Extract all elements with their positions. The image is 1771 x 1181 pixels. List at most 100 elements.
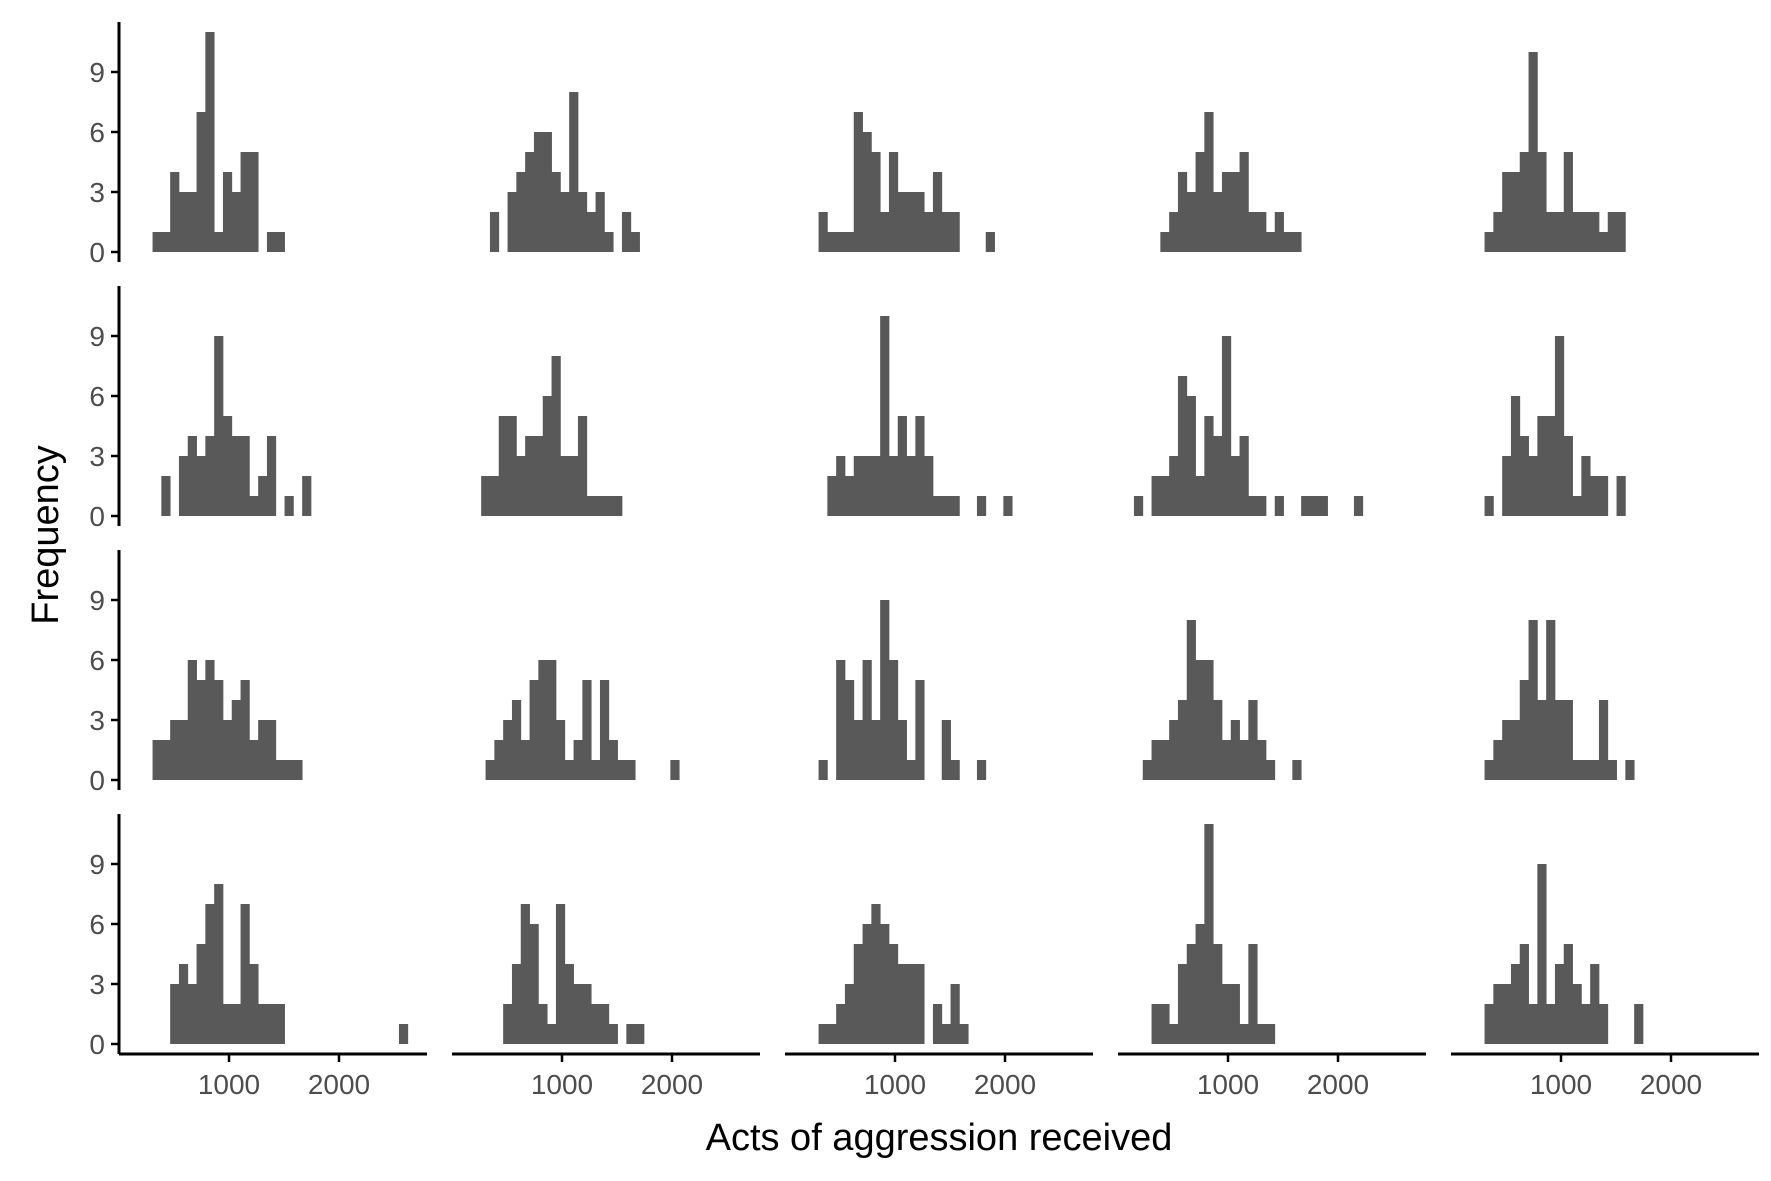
histogram-bar xyxy=(1177,700,1188,780)
histogram-bar xyxy=(302,476,312,516)
histogram-bar xyxy=(516,456,526,516)
histogram-bar xyxy=(258,720,268,780)
histogram-bar xyxy=(1581,212,1591,252)
histogram-panel xyxy=(818,112,995,252)
histogram-panel xyxy=(1484,336,1626,516)
histogram-bar xyxy=(915,680,925,780)
histogram-bar xyxy=(1634,1004,1644,1044)
histogram-bar xyxy=(569,456,579,516)
histogram-bar xyxy=(1616,476,1626,516)
histogram-bar xyxy=(178,720,189,780)
histogram-bar xyxy=(560,192,570,252)
histogram-bar xyxy=(1204,112,1214,252)
histogram-bar xyxy=(1265,1024,1276,1044)
histogram-bar xyxy=(551,172,561,252)
x-tick-label: 1000 xyxy=(198,1069,260,1100)
histogram-bar xyxy=(836,660,846,780)
histogram-bar xyxy=(1213,192,1223,252)
histogram-bar xyxy=(560,456,570,516)
histogram-bar xyxy=(1554,336,1565,516)
histogram-bar xyxy=(1572,760,1582,780)
histogram-bar xyxy=(1133,496,1144,516)
histogram-bar xyxy=(1554,700,1565,780)
histogram-bar xyxy=(1519,680,1529,780)
histogram-bar xyxy=(258,1004,268,1044)
histogram-bar xyxy=(1142,760,1152,780)
histogram-bar xyxy=(398,1024,409,1044)
histogram-bar xyxy=(906,760,916,780)
histogram-bar xyxy=(249,964,259,1044)
histogram-panel xyxy=(1133,336,1364,516)
histogram-bar xyxy=(170,984,180,1044)
histogram-panel xyxy=(1484,620,1635,780)
histogram-panel: 0 3 6 9 xyxy=(89,286,312,532)
histogram-bar xyxy=(196,456,206,516)
histogram-bar xyxy=(827,232,837,252)
histogram-bar xyxy=(862,132,872,252)
histogram-bar xyxy=(604,232,614,252)
histogram-bar xyxy=(187,436,197,516)
histogram-bar xyxy=(1186,620,1196,780)
histogram-bar xyxy=(1248,700,1258,780)
histogram-bar xyxy=(222,720,233,780)
histogram-bar xyxy=(551,356,561,516)
histogram-bar xyxy=(214,232,224,252)
histogram-bar xyxy=(1510,172,1521,252)
histogram-bar xyxy=(284,760,294,780)
histogram-bar xyxy=(1257,496,1267,516)
histogram-bar xyxy=(1213,436,1223,516)
histogram-bar xyxy=(1274,212,1284,252)
histogram-bar xyxy=(1353,496,1364,516)
histogram-bar xyxy=(494,740,504,780)
histogram-bar xyxy=(591,760,601,780)
histogram-bar xyxy=(170,720,180,780)
histogram-panel xyxy=(1484,52,1626,252)
histogram-bar xyxy=(240,904,250,1044)
histogram-bar xyxy=(161,476,171,516)
histogram-bar xyxy=(1590,964,1600,1044)
histogram-bar xyxy=(547,1024,557,1044)
histogram-bar xyxy=(950,496,960,516)
histogram-bar xyxy=(924,456,934,516)
histogram-bar xyxy=(187,984,197,1044)
histogram-bar xyxy=(1493,984,1503,1044)
histogram-bar xyxy=(1581,760,1591,780)
histogram-panel xyxy=(489,92,640,252)
y-tick-label: 9 xyxy=(89,321,105,352)
histogram-bar xyxy=(880,212,890,252)
histogram-bar xyxy=(862,924,872,1044)
histogram-bar xyxy=(1537,152,1547,252)
histogram-bar xyxy=(1239,1024,1249,1044)
histogram-bar xyxy=(1195,660,1205,780)
histogram-bar xyxy=(888,152,899,252)
histogram-panel xyxy=(481,356,623,516)
histogram-bar xyxy=(950,760,960,780)
histogram-bar xyxy=(586,212,596,252)
histogram-bar xyxy=(258,476,268,516)
histogram-bar xyxy=(1537,864,1547,1044)
histogram-bar xyxy=(599,680,610,780)
histogram-bar xyxy=(1195,152,1205,252)
histogram-bar xyxy=(516,172,526,252)
histogram-bar xyxy=(626,760,636,780)
panels-group: 0 3 6 9 0 3 6 9 0 3 6 9 0 3 6 9 1000 2000 1000 2000 1000 2000… xyxy=(89,22,1759,1100)
histogram-bar xyxy=(941,212,951,252)
histogram-panel: 1000 2000 xyxy=(785,904,1093,1100)
histogram-bar xyxy=(591,1004,601,1044)
x-tick-label: 1000 xyxy=(1197,1069,1259,1100)
histogram-bar xyxy=(608,1024,618,1044)
histogram-bar xyxy=(240,680,250,780)
histogram-bar xyxy=(1177,964,1188,1044)
histogram-bar xyxy=(906,192,916,252)
histogram-bar xyxy=(231,436,241,516)
histogram-bar xyxy=(284,496,294,516)
histogram-bar xyxy=(604,496,614,516)
histogram-bar xyxy=(231,1004,241,1044)
histogram-bar xyxy=(222,416,233,516)
histogram-bar xyxy=(1213,944,1223,1044)
histogram-bar xyxy=(950,984,960,1044)
histogram-bar xyxy=(196,944,206,1044)
histogram-panel xyxy=(1142,620,1302,780)
histogram-bar xyxy=(1177,376,1188,516)
histogram-bar xyxy=(485,760,495,780)
